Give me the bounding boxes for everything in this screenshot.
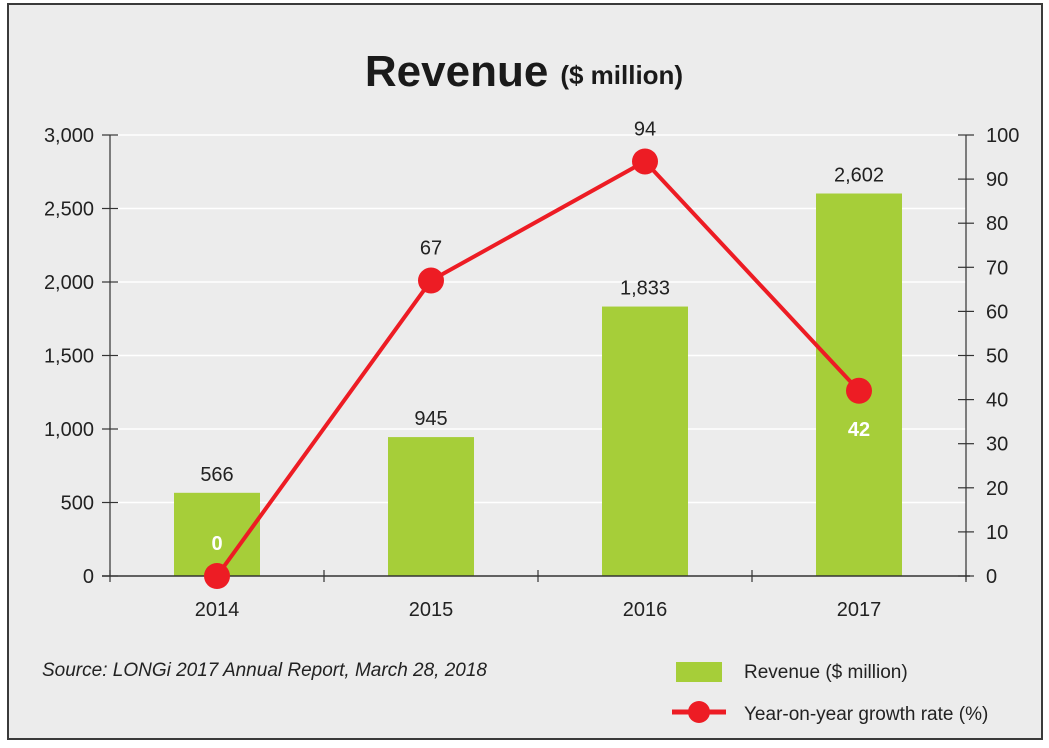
y-left-tick-label: 3,000 xyxy=(44,125,94,147)
x-tick-label: 2016 xyxy=(623,599,668,621)
x-tick-label: 2017 xyxy=(837,599,882,621)
x-tick-label: 2014 xyxy=(195,599,240,621)
y-right-tick-label: 70 xyxy=(986,257,1008,279)
y-right-tick-label: 60 xyxy=(986,301,1008,323)
growth-label-2017: 42 xyxy=(848,419,870,441)
legend-marker-growth xyxy=(688,701,710,723)
growth-line-path xyxy=(215,159,861,578)
legend: Revenue ($ million) Year-on-year growth … xyxy=(672,662,988,725)
axes: 05001,0001,5002,0002,5003,00001020304050… xyxy=(44,125,1019,621)
y-right-tick-label: 0 xyxy=(986,566,997,588)
growth-line xyxy=(204,148,872,589)
y-right-tick-label: 40 xyxy=(986,390,1008,412)
y-left-tick-label: 1,500 xyxy=(44,346,94,368)
y-right-tick-label: 90 xyxy=(986,169,1008,191)
growth-point-2017 xyxy=(846,377,872,404)
bar-revenue-2016 xyxy=(602,306,688,576)
y-right-tick-label: 10 xyxy=(986,522,1008,544)
y-left-tick-label: 2,000 xyxy=(44,272,94,294)
x-tick-label: 2015 xyxy=(409,599,454,621)
legend-label-growth: Year-on-year growth rate (%) xyxy=(744,704,988,725)
y-right-tick-label: 100 xyxy=(986,125,1019,147)
y-left-tick-label: 500 xyxy=(61,493,94,515)
legend-label-revenue: Revenue ($ million) xyxy=(744,662,908,683)
growth-point-2014 xyxy=(204,563,230,589)
growth-label-2014: 0 xyxy=(211,533,222,555)
y-left-tick-label: 1,000 xyxy=(44,419,94,441)
y-right-tick-label: 80 xyxy=(986,213,1008,235)
bar-revenue-2015 xyxy=(388,437,474,576)
data-labels: 566 945 1,833 2,602 0 67 94 42 xyxy=(200,118,884,555)
chart-title-unit: ($ million) xyxy=(560,60,683,90)
source-note: Source: LONGi 2017 Annual Report, March … xyxy=(42,660,487,681)
growth-label-2015: 67 xyxy=(420,238,442,260)
growth-label-2016: 94 xyxy=(634,118,656,140)
y-right-tick-label: 50 xyxy=(986,346,1008,368)
y-right-tick-label: 20 xyxy=(986,478,1008,500)
revenue-bars xyxy=(174,193,902,577)
y-right-tick-label: 30 xyxy=(986,434,1008,456)
growth-point-2015 xyxy=(418,267,444,294)
chart-title-main: Revenue xyxy=(365,47,548,96)
growth-point-2016 xyxy=(632,148,658,175)
legend-swatch-revenue xyxy=(676,662,722,682)
y-left-tick-label: 2,500 xyxy=(44,199,94,221)
y-left-tick-label: 0 xyxy=(83,566,94,588)
revenue-label-2016: 1,833 xyxy=(620,278,670,300)
chart-title: Revenue ($ million) xyxy=(365,47,683,96)
revenue-label-2015: 945 xyxy=(414,408,447,430)
revenue-label-2017: 2,602 xyxy=(834,165,884,187)
revenue-label-2014: 566 xyxy=(200,464,233,486)
